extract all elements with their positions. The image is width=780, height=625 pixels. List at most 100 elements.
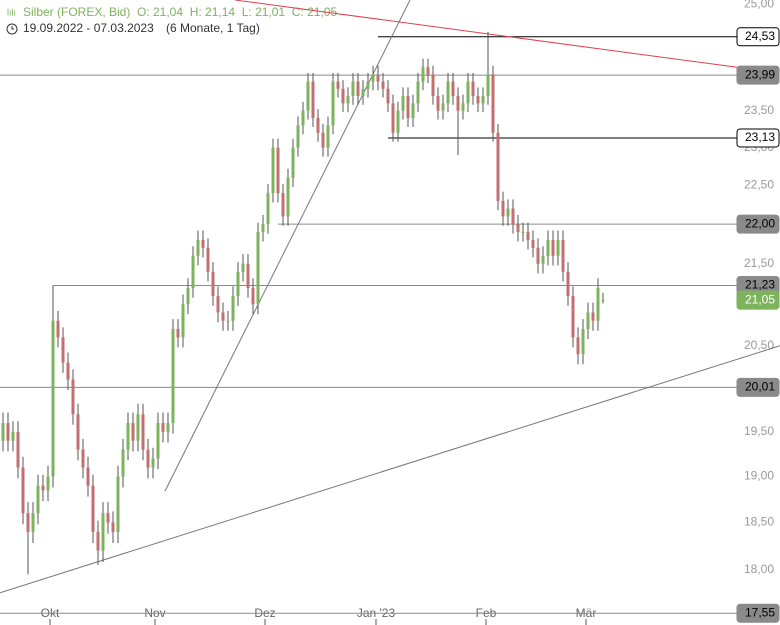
candle-body [331,81,335,126]
candle-body [281,193,285,217]
candle-body [596,287,600,321]
candle-body [121,449,125,477]
candle-body [206,247,210,272]
candle-body [201,239,205,248]
candle-body [366,81,370,89]
candle-body [561,239,565,272]
trend-line [0,345,780,594]
candle-body [36,485,40,514]
candle-body [426,67,430,75]
candle-body [46,476,50,491]
candle-body [216,296,220,313]
candle-body [271,147,275,194]
candle-body [536,247,540,264]
date-range: 19.09.2022 - 07.03.2023 [23,21,154,35]
candle-body [481,96,485,104]
candle-body [191,255,195,288]
clock-hand [11,26,14,30]
candle-body [86,467,90,486]
candle-body [496,132,500,201]
candle-body [556,239,560,256]
y-tick-label: 25,00 [744,0,774,10]
candle-body [136,414,140,441]
candle-body [151,458,155,468]
candle-body [346,96,350,104]
candle-body [61,337,65,363]
candle-body [11,431,15,441]
candle-body [276,147,280,194]
candle-body [436,96,440,111]
candle-body [526,232,530,240]
candle-body [441,103,445,111]
candle-body [301,110,305,126]
price-box [736,603,780,623]
candle-body [161,423,165,432]
y-tick-label: 21,50 [744,256,774,270]
candle-body [56,320,60,338]
candle-body [486,74,490,97]
candle-body [416,81,420,104]
candle-body [66,362,70,380]
candle-body [326,125,330,148]
candle-body [6,423,10,441]
candle-body [371,74,375,82]
candle-body [396,110,400,133]
price-box [736,128,780,148]
candle-body [531,239,535,248]
candle-body [236,271,240,297]
candle-body [76,414,80,450]
candle-body [356,81,360,97]
candle-body [266,193,270,225]
candle-body [576,337,580,355]
candle-body [171,329,175,424]
price-box [736,377,780,397]
candle-body [31,513,35,532]
candle-body [586,312,590,330]
candle-body [166,423,170,432]
candle-body [141,414,145,450]
y-tick-label: 19,00 [744,469,774,483]
candle-body [311,81,315,118]
price-box [736,65,780,85]
candle-body [401,96,405,111]
candle-body [476,96,480,104]
candle-body [381,81,385,89]
candle-body [286,177,290,217]
candle-body [546,239,550,256]
candle-body [466,81,470,104]
candle-body [406,96,410,118]
candle-body [51,320,55,477]
clock-icon [6,23,18,35]
price-box [736,27,780,47]
candle-body [41,485,45,491]
candle-body [196,239,200,256]
price-box [736,214,780,234]
y-tick-label: 18,50 [744,515,774,529]
candle-body [336,81,340,89]
candle-body [521,232,525,234]
candle-body [541,255,545,264]
price-box-label: 21,05 [745,292,775,306]
y-tick-label: 19,50 [744,424,774,438]
price-box-label: 22,00 [745,216,775,230]
candle-body [146,449,150,468]
candle-body [181,304,185,338]
price-box-label: 23,99 [745,67,775,81]
candle-body [256,232,260,305]
candle-body [186,287,190,305]
candle-body [471,81,475,97]
candle-body [456,96,460,111]
candle-body [451,81,455,97]
candle-body [421,67,425,82]
candle-body [461,103,465,111]
candle-body [386,88,390,104]
candle-body [126,423,130,450]
candle-body [211,271,215,297]
trend-line [234,0,738,68]
candle-body [571,296,575,338]
icon: lılı [7,7,16,17]
candle-body [21,467,25,514]
candle-body [601,300,605,302]
candle-body [156,423,160,459]
y-tick-label: 22,50 [744,178,774,192]
